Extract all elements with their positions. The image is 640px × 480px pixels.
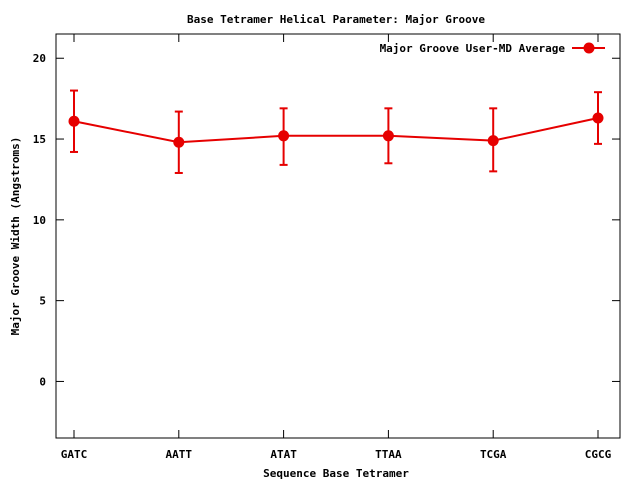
plot-frame <box>55 33 621 439</box>
legend-label: Major Groove User-MD Average <box>380 42 566 55</box>
y-axis: 0 5 10 15 20 <box>33 52 620 388</box>
y-tick-label: 20 <box>33 52 46 65</box>
series-line <box>73 117 599 144</box>
x-tick-label: TCGA <box>480 448 507 461</box>
x-axis-label: Sequence Base Tetramer <box>263 467 409 480</box>
chart-title: Base Tetramer Helical Parameter: Major G… <box>187 13 485 26</box>
x-tick-label: CGCG <box>585 448 612 461</box>
y-tick-label: 15 <box>33 133 46 146</box>
y-tick-label: 0 <box>39 375 46 388</box>
y-tick-label: 10 <box>33 214 46 227</box>
x-tick-label: ATAT <box>270 448 297 461</box>
x-axis: GATC AATT ATAT TTAA TCGA CGCG <box>61 34 612 461</box>
y-tick-label: 5 <box>39 295 46 308</box>
data-point <box>68 115 80 127</box>
data-point <box>173 136 185 148</box>
legend: Major Groove User-MD Average <box>380 42 605 55</box>
data-point <box>278 130 290 142</box>
y-axis-label: Major Groove Width (Angstroms) <box>9 137 22 336</box>
x-tick-label: GATC <box>61 448 88 461</box>
data-point <box>592 112 604 124</box>
x-tick-label: AATT <box>166 448 193 461</box>
x-tick-label: TTAA <box>375 448 402 461</box>
series-layer <box>68 89 604 174</box>
legend-marker <box>583 42 595 54</box>
data-point <box>487 135 499 147</box>
data-point <box>382 130 394 142</box>
